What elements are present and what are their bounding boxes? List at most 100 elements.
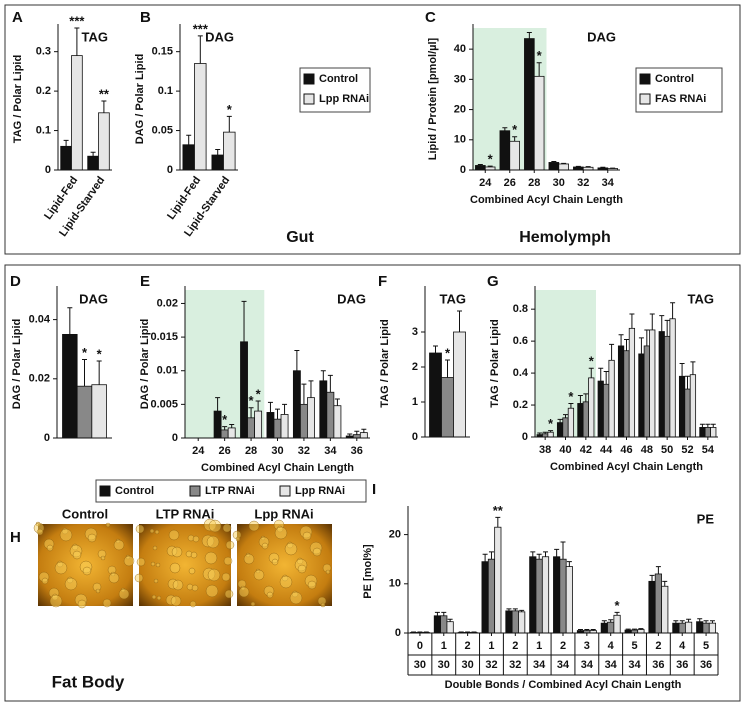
axes xyxy=(407,506,718,634)
bar xyxy=(672,622,680,634)
chart-title: TAG xyxy=(82,29,108,44)
bar xyxy=(440,615,448,634)
droplet xyxy=(82,566,92,576)
significance: * xyxy=(512,122,518,137)
x-tick-label: 3 xyxy=(584,640,590,652)
droplet xyxy=(49,594,63,608)
droplet xyxy=(152,545,158,551)
bar xyxy=(254,410,263,439)
bar xyxy=(559,558,567,634)
error-bar xyxy=(482,553,488,562)
y-tick-label: 0.015 xyxy=(150,331,178,343)
error-bar xyxy=(624,339,629,351)
error-bar xyxy=(506,608,512,611)
droplet xyxy=(250,601,256,607)
error-bar xyxy=(709,620,715,624)
droplet xyxy=(289,591,303,605)
y-tick-label: 2 xyxy=(412,361,418,373)
error-bar xyxy=(433,345,438,353)
droplet xyxy=(135,524,145,534)
significance: * xyxy=(537,48,543,63)
error-bar xyxy=(679,620,685,624)
axes xyxy=(57,24,112,171)
droplet xyxy=(189,600,197,608)
y-tick-label: 0.8 xyxy=(513,303,528,315)
bar xyxy=(300,403,308,439)
significance: * xyxy=(249,393,255,408)
x-tick-label: 26 xyxy=(504,177,516,189)
bar xyxy=(213,410,222,439)
droplet xyxy=(169,562,181,574)
bar xyxy=(565,566,573,634)
bar xyxy=(494,526,502,634)
x-tick-label-2: 36 xyxy=(652,659,664,671)
significance: *** xyxy=(69,13,85,28)
significance: * xyxy=(615,598,621,613)
bar xyxy=(684,388,691,438)
bar xyxy=(227,427,236,439)
y-tick-label: 0.15 xyxy=(152,46,173,58)
bar xyxy=(678,622,686,634)
error-bar xyxy=(685,375,690,390)
error-bar xyxy=(710,423,716,428)
error-bar xyxy=(186,134,192,145)
droplet xyxy=(108,572,120,584)
x-tick-label: 52 xyxy=(681,444,693,456)
droplet xyxy=(248,520,260,532)
error-bar xyxy=(625,628,631,631)
droplet xyxy=(320,602,326,608)
x-tick-label: 4 xyxy=(608,640,615,652)
bar xyxy=(533,75,545,171)
bar xyxy=(654,573,662,634)
y-tick-label: 3 xyxy=(412,326,418,338)
error-bar xyxy=(434,611,440,616)
droplet xyxy=(208,519,222,533)
y-tick-label: 0 xyxy=(45,164,51,176)
bar xyxy=(453,331,466,438)
droplet xyxy=(204,551,218,565)
droplet xyxy=(105,522,111,528)
error-bar xyxy=(703,620,709,624)
axes xyxy=(472,24,620,171)
bar xyxy=(98,112,110,171)
y-tick-label: 0 xyxy=(395,627,401,639)
panel-letter: F xyxy=(378,273,387,290)
legend-label: Control xyxy=(115,485,154,497)
error-bar xyxy=(557,418,563,423)
x-tick-label: 1 xyxy=(488,640,494,652)
bar xyxy=(547,431,554,438)
y-axis-label: PE [mol%] xyxy=(362,544,374,599)
bar xyxy=(607,621,615,634)
error-bar xyxy=(241,300,247,342)
error-bar xyxy=(601,620,607,624)
bar xyxy=(266,412,275,439)
x-tick-label: 44 xyxy=(600,444,613,456)
bar xyxy=(511,610,519,634)
x-tick-label: 34 xyxy=(602,177,615,189)
x-tick-label: 32 xyxy=(298,445,310,457)
bar xyxy=(600,622,608,634)
panel-letter: B xyxy=(140,9,151,26)
error-bar xyxy=(686,618,692,623)
droplet xyxy=(192,535,200,543)
x-tick-label-2: 30 xyxy=(438,659,450,671)
droplet xyxy=(155,562,161,568)
droplet xyxy=(207,568,221,582)
droplet xyxy=(171,546,183,558)
droplet xyxy=(54,561,68,575)
y-tick-label: 0 xyxy=(460,164,466,176)
bar xyxy=(220,429,229,439)
bar xyxy=(182,144,195,171)
error-bar xyxy=(600,166,606,168)
bar xyxy=(441,377,454,438)
droplet xyxy=(271,558,279,566)
legend-label: Lpp RNAi xyxy=(319,93,369,105)
y-tick-label: 0.02 xyxy=(29,373,50,385)
error-bar xyxy=(632,628,638,631)
x-axis-label: Combined Acyl Chain Length xyxy=(470,194,623,206)
chart-title: TAG xyxy=(440,291,466,306)
error-bar xyxy=(588,367,594,378)
error-bar xyxy=(577,629,583,631)
bar xyxy=(648,580,656,634)
droplet xyxy=(205,584,219,598)
